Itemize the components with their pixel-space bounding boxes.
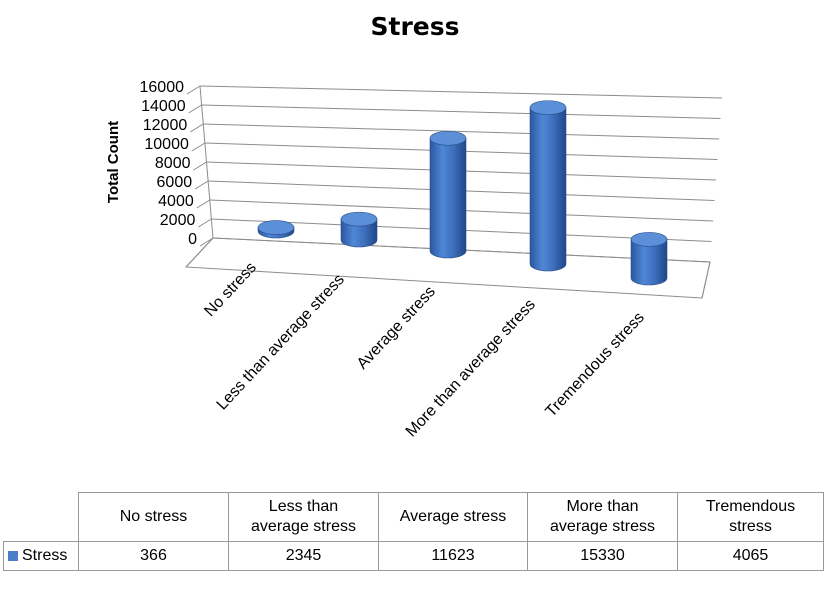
y-tick-label: 12000 <box>143 117 188 134</box>
back-wall-edge <box>199 85 214 239</box>
table-header-line: More than <box>566 498 639 515</box>
table-value-cell: 366 <box>78 541 229 571</box>
chart-title: Stress <box>370 12 459 41</box>
table-header-cell: More than average stress <box>527 492 678 542</box>
stress-chart: Stress 0 2000 4000 6000 8000 10000 12000 14000 1… <box>105 12 723 440</box>
table-value-cell: 4065 <box>677 541 824 571</box>
table-header-line: stress <box>729 518 772 535</box>
bar-cylinder <box>529 100 567 272</box>
side-wall-line <box>189 123 204 133</box>
bar-series-stress <box>257 100 668 286</box>
bar-top <box>429 130 467 146</box>
gridline <box>201 104 721 119</box>
side-wall-line <box>186 85 201 95</box>
table-header-cell: No stress <box>78 492 229 542</box>
gridline <box>199 85 723 99</box>
side-wall-line <box>191 142 206 152</box>
y-tick-label: 10000 <box>144 136 189 153</box>
side-wall-line <box>196 199 211 209</box>
bar-cylinder <box>257 220 295 239</box>
y-tick-label: 0 <box>188 231 197 248</box>
table-header-line: No stress <box>119 508 188 525</box>
table-header-line: average stress <box>251 518 356 535</box>
bar-top <box>340 211 378 227</box>
y-tick-label: 16000 <box>140 79 185 96</box>
table-series-label-cell: Stress <box>3 541 79 571</box>
floor-left-edge <box>185 237 214 268</box>
x-tick-label: More than average stress <box>403 296 539 440</box>
side-wall-line <box>193 161 207 171</box>
table-header-line: Average stress <box>399 508 507 525</box>
table-corner-cell <box>3 492 79 542</box>
data-table-header-row: No stress Less than average stress Averag… <box>3 492 824 542</box>
bar-top <box>257 220 295 235</box>
table-header-line: Less than <box>268 498 339 515</box>
table-header-cell: Less than average stress <box>228 492 379 542</box>
gridline <box>203 123 720 140</box>
y-tick-label: 8000 <box>155 155 191 172</box>
table-header-line: Tremendous <box>705 498 796 515</box>
floor-right-edge <box>701 261 711 299</box>
side-wall-line <box>198 218 212 228</box>
side-wall-line <box>188 104 202 114</box>
y-tick-label: 6000 <box>157 174 193 191</box>
y-tick-label: 2000 <box>160 212 196 229</box>
table-header-line: average stress <box>550 518 655 535</box>
bar-body <box>630 239 668 286</box>
bar-body <box>529 107 567 272</box>
table-header-cell: Tremendous stress <box>677 492 824 542</box>
table-header-cell: Average stress <box>378 492 528 542</box>
data-table-series-row: Stress 366 2345 11623 15330 4065 <box>3 541 824 571</box>
x-tick-label: Average stress <box>354 283 439 372</box>
legend-swatch <box>8 551 18 561</box>
bar-cylinder <box>340 211 378 248</box>
y-axis-ticks: 0 2000 4000 6000 8000 10000 12000 14000 16000 <box>140 79 198 248</box>
bar-cylinder <box>429 130 467 259</box>
bar-body <box>340 218 378 248</box>
bar-top <box>529 100 567 115</box>
bar-body <box>429 137 467 259</box>
y-tick-label: 4000 <box>158 193 194 210</box>
y-axis-label: Total Count <box>105 121 122 203</box>
table-value-cell: 11623 <box>378 541 528 571</box>
table-value-cell: 15330 <box>527 541 678 571</box>
data-table: No stress Less than average stress Averag… <box>3 492 824 571</box>
y-tick-label: 14000 <box>141 98 186 115</box>
bar-top <box>630 232 668 247</box>
table-series-label: Stress <box>22 547 68 564</box>
bar-cylinder <box>630 232 668 286</box>
table-value-cell: 2345 <box>228 541 379 571</box>
side-wall-line <box>199 237 214 247</box>
side-wall-line <box>194 180 209 190</box>
x-tick-label: Tremendous stress <box>543 309 648 420</box>
